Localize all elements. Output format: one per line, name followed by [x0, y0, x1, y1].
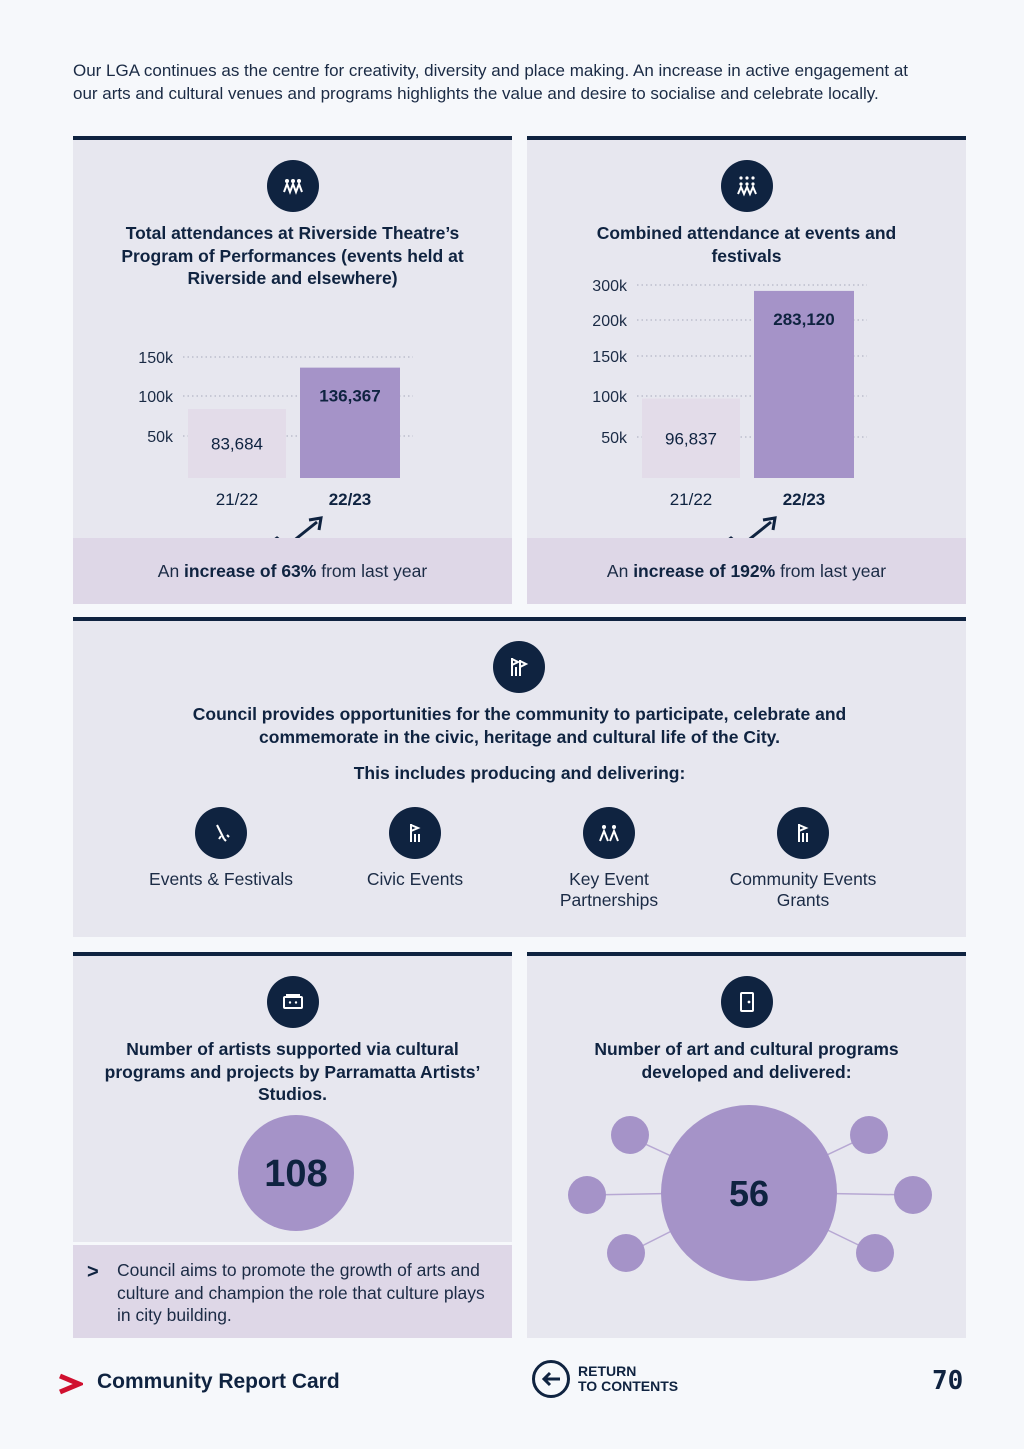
satellite-bubble	[856, 1234, 894, 1272]
y-tick-label: 50k	[147, 429, 174, 446]
artists-panel: Number of artists supported via cultural…	[73, 952, 512, 1338]
bar	[300, 367, 400, 478]
arrow-left-icon	[532, 1360, 570, 1398]
programs-title: Number of art and cultural programs deve…	[594, 1039, 899, 1082]
events-title: Combined attendance at events and festiv…	[596, 223, 897, 266]
events-panel: Combined attendance at events and festiv…	[527, 136, 966, 604]
satellite-bubble	[850, 1116, 888, 1154]
theatre-chart: 50k 100k 150k 83,684 21/22 136,367 22/23	[138, 350, 413, 509]
programs-panel: Number of art and cultural programs deve…	[527, 952, 966, 1338]
chevron-right-icon: >	[87, 1261, 99, 1283]
intro-paragraph: Our LGA continues as the centre for crea…	[73, 61, 909, 103]
events-increase-band: An increase of 192% from last year	[527, 538, 966, 604]
council-title: Council provides opportunities for the c…	[192, 704, 847, 747]
center-bubble	[661, 1105, 837, 1281]
ticket-icon	[267, 976, 319, 1028]
data-label: 136,367	[319, 387, 380, 406]
satellite-bubble	[894, 1176, 932, 1214]
data-label: 96,837	[665, 429, 717, 448]
audience-icon	[267, 160, 319, 212]
item-label: Key Event Partnerships	[559, 869, 659, 910]
x-tick-label: 21/22	[216, 490, 259, 509]
programs-value: 56	[729, 1173, 769, 1214]
flag-icon	[389, 807, 441, 859]
y-tick-label: 150k	[138, 350, 174, 367]
door-icon	[721, 976, 773, 1028]
artists-bubble: 108	[238, 1115, 354, 1231]
flags-icon	[493, 641, 545, 693]
theatre-title: Total attendances at Riverside Theatre’s…	[121, 223, 464, 288]
artists-note-band: > Council aims to promote the growth of …	[73, 1242, 512, 1338]
item-label: Civic Events	[366, 869, 464, 889]
y-tick-label: 300k	[592, 278, 628, 295]
events-chart: 50k 100k 150k 200k 300k 96,837 21/22 283,120 22/…	[592, 278, 867, 509]
x-tick-label: 22/23	[329, 490, 372, 509]
return-label: RETURN TO CONTENTS	[578, 1363, 679, 1394]
y-tick-label: 100k	[592, 389, 628, 406]
x-tick-label: 22/23	[783, 490, 826, 509]
council-panel: Council provides opportunities for the c…	[73, 617, 966, 937]
item-civic-events: Civic Events	[330, 807, 500, 890]
council-subtitle: This includes producing and delivering:	[353, 763, 686, 783]
satellite-bubble	[607, 1234, 645, 1272]
bar	[754, 290, 854, 478]
bar	[188, 409, 286, 478]
red-chevron-icon	[59, 1373, 83, 1395]
report-title: Community Report Card	[97, 1370, 340, 1393]
theatre-increase-band: An increase of 63% from last year	[73, 538, 512, 604]
people-icon	[583, 807, 635, 859]
item-events-festivals: Events & Festivals	[136, 807, 306, 890]
return-to-contents-button[interactable]: RETURN TO CONTENTS	[532, 1360, 678, 1398]
data-label: 83,684	[211, 435, 263, 454]
page-number: 70	[932, 1366, 964, 1396]
artists-title: Number of artists supported via cultural…	[104, 1039, 481, 1104]
data-label: 283,120	[773, 310, 834, 329]
torch-icon	[195, 807, 247, 859]
y-tick-label: 150k	[592, 349, 628, 366]
y-tick-label: 200k	[592, 313, 628, 330]
y-tick-label: 100k	[138, 389, 174, 406]
artists-note: Council aims to promote the growth of ar…	[117, 1260, 485, 1325]
item-key-event-partnerships: Key Event Partnerships	[524, 807, 694, 911]
x-tick-label: 21/22	[670, 490, 713, 509]
item-label: Events & Festivals	[149, 869, 293, 889]
bar	[642, 398, 740, 478]
y-tick-label: 50k	[601, 430, 628, 447]
item-community-events-grants: Community Events Grants	[718, 807, 888, 911]
flag-grant-icon	[777, 807, 829, 859]
artists-value: 108	[264, 1153, 327, 1195]
item-label: Community Events Grants	[729, 869, 877, 910]
programs-bubble-diagram: 56	[568, 1105, 932, 1281]
theatre-panel: Total attendances at Riverside Theatre’s…	[73, 136, 512, 604]
crowd-icon	[721, 160, 773, 212]
satellite-bubble	[611, 1116, 649, 1154]
satellite-bubble	[568, 1176, 606, 1214]
